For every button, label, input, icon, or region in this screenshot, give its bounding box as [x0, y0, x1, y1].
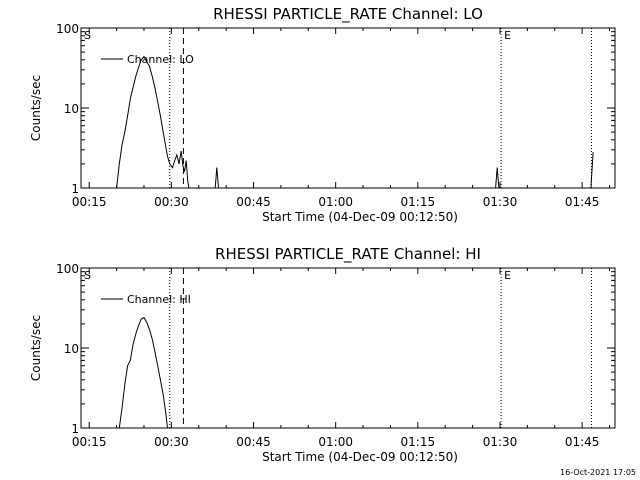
plot-frame: [80, 267, 616, 429]
marker-label: E: [504, 269, 511, 282]
legend-label: Channel: HI: [127, 293, 191, 306]
x-tick-label: 01:00: [318, 435, 353, 449]
x-tick-label: 00:15: [72, 195, 107, 209]
x-axis-label: Start Time (04-Dec-09 00:12:50): [262, 210, 458, 224]
series-line: [116, 55, 190, 189]
x-tick-label: 01:30: [483, 435, 518, 449]
plot-timestamp: 16-Oct-2021 17:05: [560, 468, 636, 477]
plot-frame: [80, 27, 616, 189]
x-tick-label: 00:45: [236, 195, 271, 209]
x-tick-label: 01:15: [401, 195, 436, 209]
x-tick-label: 01:45: [565, 435, 600, 449]
x-tick-label: 01:30: [483, 195, 518, 209]
x-tick-label: 01:45: [565, 195, 600, 209]
x-tick-label: 01:00: [318, 195, 353, 209]
y-tick-label: 10: [64, 342, 79, 356]
y-tick-label: 1: [71, 422, 79, 436]
x-tick-label: 00:15: [72, 435, 107, 449]
series-line: [214, 167, 219, 189]
y-axis-label: Counts/sec: [29, 75, 43, 141]
x-tick-label: 00:45: [236, 435, 271, 449]
chart-panel-1: RHESSI PARTICLE_RATE Channel: LO 00:15 00:…: [29, 5, 616, 224]
x-tick-label: 01:15: [401, 435, 436, 449]
chart-title: RHESSI PARTICLE_RATE Channel: LO: [213, 5, 483, 24]
series-line: [495, 167, 500, 189]
marker-label: S: [84, 29, 91, 42]
x-axis-label: Start Time (04-Dec-09 00:12:50): [262, 450, 458, 464]
marker-label: E: [504, 29, 511, 42]
y-tick-label: 1: [71, 182, 79, 196]
y-tick-label: 100: [56, 22, 79, 36]
x-tick-label: 00:30: [154, 195, 189, 209]
marker-label: S: [84, 269, 91, 282]
chart-title: RHESSI PARTICLE_RATE Channel: HI: [215, 245, 481, 264]
chart-panel-2: RHESSI PARTICLE_RATE Channel: HI 00:15 00:…: [29, 245, 616, 464]
y-tick-label: 100: [56, 262, 79, 276]
series-line: [590, 152, 594, 189]
y-axis-label: Counts/sec: [29, 315, 43, 381]
legend-label: Channel: LO: [127, 53, 194, 66]
x-tick-label: 00:30: [154, 435, 189, 449]
y-tick-label: 10: [64, 102, 79, 116]
series-line: [118, 316, 168, 429]
